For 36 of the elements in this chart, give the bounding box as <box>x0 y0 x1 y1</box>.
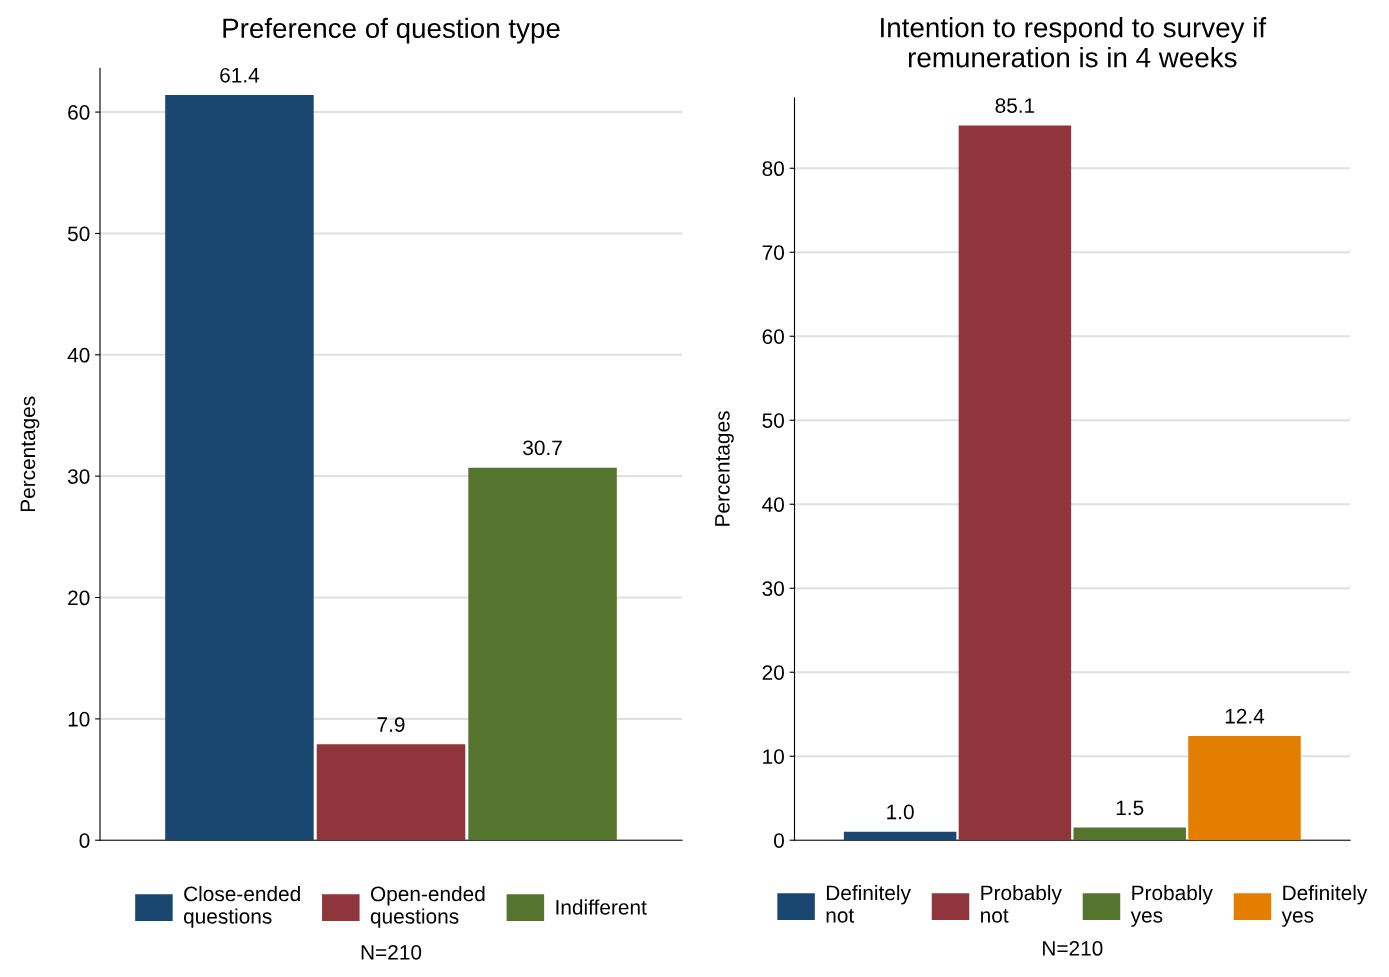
chart-title: Preference of question type <box>223 17 560 44</box>
text: N=210 <box>1043 941 1103 956</box>
y-tick-label: 20 <box>762 665 784 680</box>
data-label: 1.0 <box>887 804 914 820</box>
y-tick-label: 30 <box>762 581 784 596</box>
legend-label: Definitely not <box>826 884 911 923</box>
data-label: 12.4 <box>1225 708 1265 724</box>
chart-title: Intention to respond to survey if remuneration is in 4 weeks <box>881 17 1267 68</box>
legend-label: Probably yes <box>1130 884 1213 927</box>
y-tick-label: 80 <box>762 161 784 177</box>
y-tick-label: 30 <box>67 469 90 484</box>
y-tick-label: 70 <box>762 245 784 261</box>
y-tick-label: 60 <box>762 329 784 344</box>
legend-label: Close-ended questions <box>183 885 300 928</box>
legend-label: Open-ended questions <box>370 885 485 928</box>
y-tick-label: 40 <box>762 497 784 512</box>
y-tick-label: 20 <box>68 590 90 606</box>
y-tick-label: 10 <box>68 711 90 727</box>
y-tick-label: 50 <box>67 226 90 242</box>
y-tick-label: 10 <box>763 749 784 764</box>
y-tick-label: 60 <box>68 105 90 120</box>
data-label: 30.7 <box>523 440 562 456</box>
text: N=210 <box>361 944 422 960</box>
legend-label: Definitely yes <box>1281 884 1368 927</box>
y-tick-label: 40 <box>67 347 90 363</box>
y-axis-title: Percentages <box>20 396 40 512</box>
data-label: 61.4 <box>220 67 260 83</box>
legend-label: Indifferent <box>556 899 647 915</box>
y-axis-title: Percentages <box>715 411 734 526</box>
data-label: 1.5 <box>1116 800 1144 816</box>
y-tick-label: 50 <box>762 413 784 428</box>
y-tick-label: 0 <box>79 833 90 848</box>
data-label: 85.1 <box>995 98 1035 113</box>
data-label: 7.9 <box>377 717 405 732</box>
legend-label: Probably not <box>981 884 1062 923</box>
y-tick-label: 0 <box>774 833 784 848</box>
